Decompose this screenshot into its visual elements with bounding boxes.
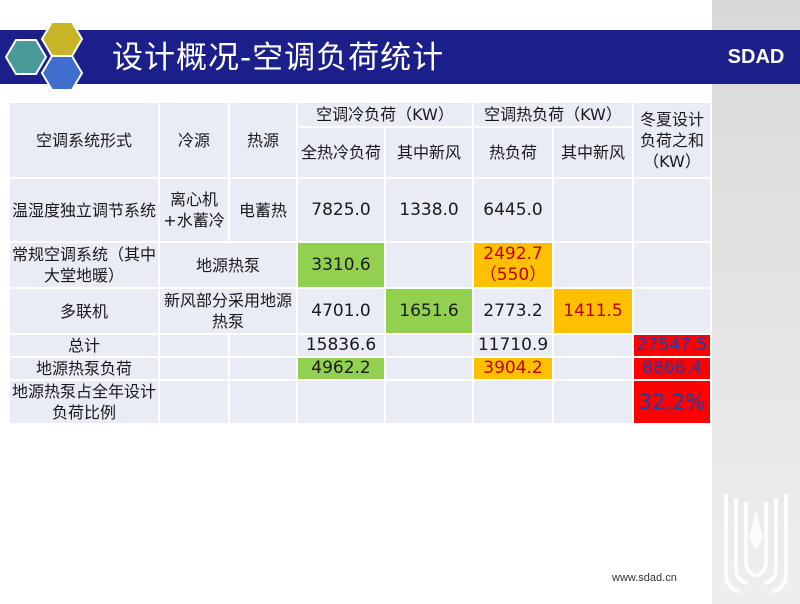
website-url: www.sdad.cn bbox=[612, 572, 677, 584]
hexagon-logo bbox=[4, 21, 84, 90]
row-system: 总计 bbox=[8, 333, 160, 358]
row-heating-fresh-air: 1411.5 bbox=[552, 287, 634, 335]
table-row: 地源热泵负荷 4962.2 3904.2 8866.4 bbox=[8, 356, 712, 381]
row-cooling-fresh-air bbox=[384, 241, 474, 289]
row-system: 常规空调系统（其中大堂地暖） bbox=[8, 241, 160, 289]
row-sum bbox=[632, 287, 712, 335]
row-sum: 8866.4 bbox=[632, 356, 712, 381]
row-sum: 27547.5 bbox=[632, 333, 712, 358]
row-sum: 32.2% bbox=[632, 379, 712, 425]
table-row: 多联机 新风部分采用地源热泵 4701.0 1651.6 2773.2 1411… bbox=[8, 287, 712, 335]
row-heating: 11710.9 bbox=[472, 333, 554, 358]
header-system-type: 空调系统形式 bbox=[8, 101, 160, 179]
row-cooling-fresh-air bbox=[384, 379, 474, 425]
row-cold-source bbox=[158, 333, 230, 358]
header-heating-load-group: 空调热负荷（KW） bbox=[472, 101, 634, 128]
row-heating-fresh-air bbox=[552, 356, 634, 381]
row-heating-fresh-air bbox=[552, 379, 634, 425]
brand-badge: SDAD bbox=[712, 30, 800, 84]
hexagon-gold bbox=[40, 21, 84, 57]
table-row: 常规空调系统（其中大堂地暖） 地源热泵 3310.6 2492.7 （550） bbox=[8, 241, 712, 289]
row-heat-source bbox=[228, 333, 298, 358]
header-cooling-fresh-air: 其中新风 bbox=[384, 126, 474, 179]
row-sum bbox=[632, 241, 712, 289]
row-cold-source: 离心机+水蓄冷 bbox=[158, 177, 230, 243]
sdad-watermark-emblem bbox=[724, 494, 788, 594]
hexagon-teal bbox=[4, 39, 48, 75]
row-total-cooling: 7825.0 bbox=[296, 177, 386, 243]
row-total-cooling: 15836.6 bbox=[296, 333, 386, 358]
row-heating bbox=[472, 379, 554, 425]
header-design-load-sum: 冬夏设计负荷之和（KW） bbox=[632, 101, 712, 179]
row-cooling-fresh-air: 1338.0 bbox=[384, 177, 474, 243]
row-heating: 2773.2 bbox=[472, 287, 554, 335]
title-bar bbox=[0, 30, 712, 84]
row-heat-source: 电蓄热 bbox=[228, 177, 298, 243]
row-cooling-fresh-air: 1651.6 bbox=[384, 287, 474, 335]
row-system: 地源热泵占全年设计负荷比例 bbox=[8, 379, 160, 425]
header-cooling-load-group: 空调冷负荷（KW） bbox=[296, 101, 474, 128]
header-heating-fresh-air: 其中新风 bbox=[552, 126, 634, 179]
row-total-cooling: 3310.6 bbox=[296, 241, 386, 289]
header-heat-source: 热源 bbox=[228, 101, 298, 179]
row-heating: 2492.7 （550） bbox=[472, 241, 554, 289]
row-heating-value: 2492.7 bbox=[483, 244, 543, 264]
row-cooling-fresh-air bbox=[384, 333, 474, 358]
hexagon-blue bbox=[40, 55, 84, 90]
row-total-cooling: 4962.2 bbox=[296, 356, 386, 381]
row-total-cooling: 4701.0 bbox=[296, 287, 386, 335]
row-heat-source bbox=[228, 379, 298, 425]
row-heating: 6445.0 bbox=[472, 177, 554, 243]
row-system: 温湿度独立调节系统 bbox=[8, 177, 160, 243]
table-row: 温湿度独立调节系统 离心机+水蓄冷 电蓄热 7825.0 1338.0 6445… bbox=[8, 177, 712, 243]
header-heating-load: 热负荷 bbox=[472, 126, 554, 179]
row-heating-fresh-air bbox=[552, 333, 634, 358]
table-row: 地源热泵占全年设计负荷比例 32.2% bbox=[8, 379, 712, 425]
row-heating-sub: （550） bbox=[479, 265, 547, 285]
row-cold-source bbox=[158, 379, 230, 425]
row-cold-source bbox=[158, 356, 230, 381]
row-heating-fresh-air bbox=[552, 241, 634, 289]
row-total-cooling bbox=[296, 379, 386, 425]
header-cold-source: 冷源 bbox=[158, 101, 230, 179]
row-sum bbox=[632, 177, 712, 243]
row-source-combined: 地源热泵 bbox=[158, 241, 298, 289]
table-row: 总计 15836.6 11710.9 27547.5 bbox=[8, 333, 712, 358]
row-heat-source bbox=[228, 356, 298, 381]
page-title: 设计概况-空调负荷统计 bbox=[112, 40, 445, 76]
row-cooling-fresh-air bbox=[384, 356, 474, 381]
row-heating-fresh-air bbox=[552, 177, 634, 243]
ac-load-table: 空调系统形式 冷源 热源 空调冷负荷（KW） 空调热负荷（KW） 冬夏设计负荷之… bbox=[8, 101, 712, 425]
row-system: 地源热泵负荷 bbox=[8, 356, 160, 381]
row-source-combined: 新风部分采用地源热泵 bbox=[158, 287, 298, 335]
row-heating: 3904.2 bbox=[472, 356, 554, 381]
header-total-cooling: 全热冷负荷 bbox=[296, 126, 386, 179]
row-system: 多联机 bbox=[8, 287, 160, 335]
